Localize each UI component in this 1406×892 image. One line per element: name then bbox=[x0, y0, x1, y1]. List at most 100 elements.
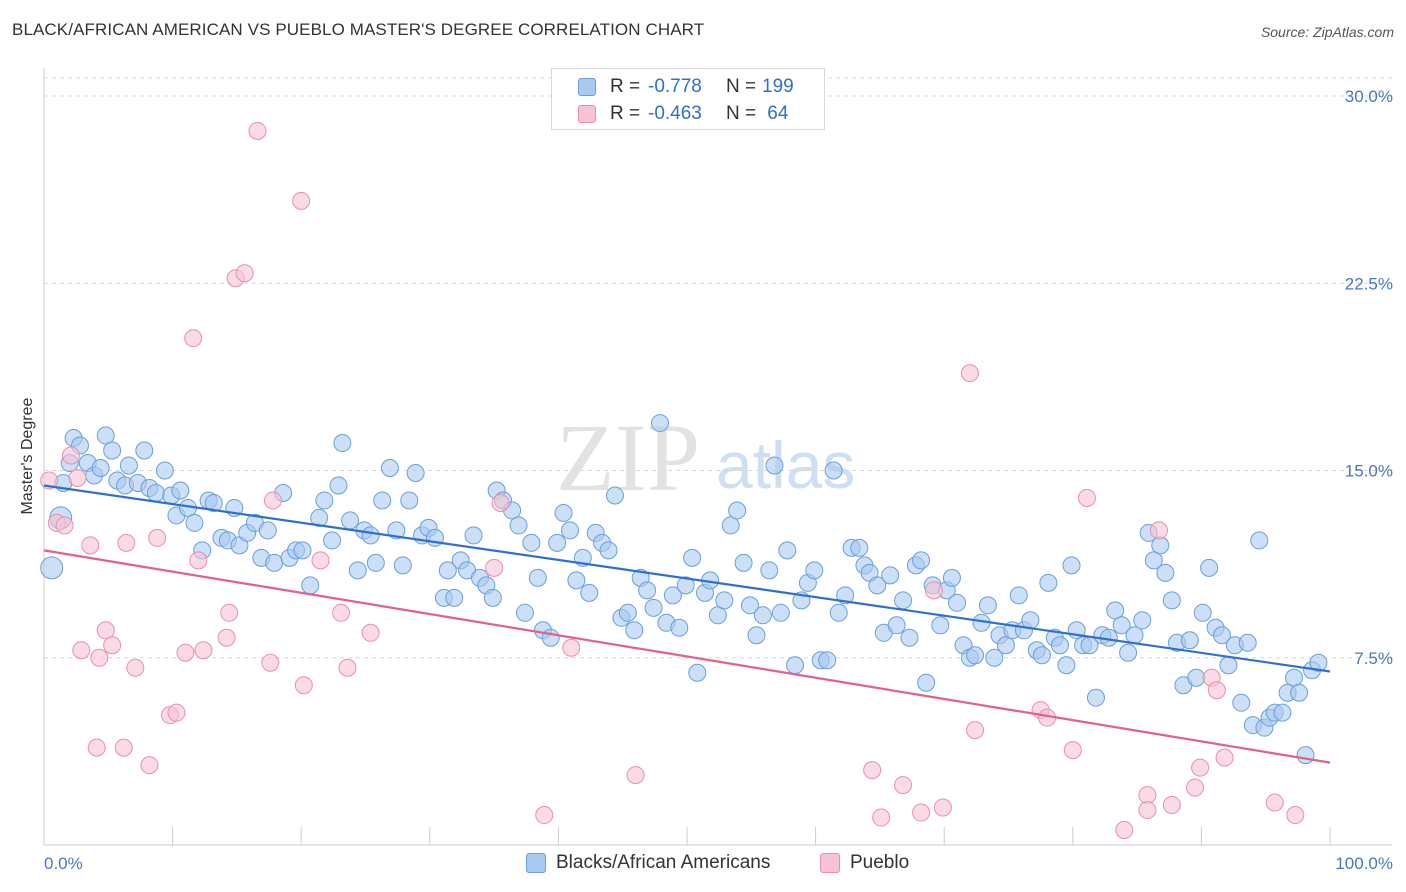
data-point-blacks bbox=[96, 426, 115, 445]
data-point-blacks bbox=[1151, 536, 1170, 555]
data-point-blacks bbox=[119, 456, 138, 475]
data-point-blacks bbox=[978, 596, 997, 615]
data-point-blacks bbox=[734, 553, 753, 572]
bottom-legend-swatch-blue bbox=[526, 853, 546, 873]
data-point-blacks bbox=[366, 553, 385, 572]
data-point-blacks bbox=[676, 576, 695, 595]
data-point-blacks bbox=[1250, 531, 1269, 550]
legend-row-blacks: R = -0.778 N = 199 bbox=[578, 75, 794, 99]
data-point-pueblo bbox=[1191, 758, 1210, 777]
data-point-pueblo bbox=[248, 121, 267, 140]
data-point-pueblo bbox=[912, 803, 931, 822]
data-point-pueblo bbox=[966, 721, 985, 740]
legend-swatch-blue bbox=[578, 78, 596, 96]
data-point-blacks bbox=[836, 586, 855, 605]
data-point-pueblo bbox=[167, 703, 186, 722]
x-ticks bbox=[172, 827, 1331, 845]
chart-title: BLACK/AFRICAN AMERICAN VS PUEBLO MASTER'… bbox=[12, 20, 705, 39]
data-point-blacks bbox=[1057, 656, 1076, 675]
series-pueblo bbox=[40, 121, 1305, 840]
data-point-blacks bbox=[560, 521, 579, 540]
legend-r-label: R = bbox=[610, 76, 641, 97]
data-point-pueblo bbox=[292, 191, 311, 210]
data-point-pueblo bbox=[872, 808, 891, 827]
data-point-pueblo bbox=[235, 264, 254, 283]
data-point-blacks bbox=[483, 588, 502, 607]
data-point-blacks bbox=[1112, 616, 1131, 635]
data-point-blacks bbox=[948, 593, 967, 612]
data-point-blacks bbox=[650, 414, 669, 433]
x-tick-label-min: 0.0% bbox=[44, 854, 83, 873]
data-point-blacks bbox=[1039, 573, 1058, 592]
data-point-pueblo bbox=[1265, 793, 1284, 812]
data-point-blacks bbox=[1219, 656, 1238, 675]
data-point-pueblo bbox=[217, 628, 236, 647]
data-point-blacks bbox=[373, 491, 392, 510]
data-point-blacks bbox=[580, 583, 599, 602]
data-point-blacks bbox=[1238, 633, 1257, 652]
data-point-pueblo bbox=[117, 533, 136, 552]
data-point-blacks bbox=[135, 441, 154, 460]
data-point-blacks bbox=[765, 456, 784, 475]
data-point-pueblo bbox=[924, 581, 943, 600]
data-point-blacks bbox=[40, 556, 64, 580]
data-point-blacks bbox=[171, 481, 190, 500]
data-point-blacks bbox=[805, 561, 824, 580]
data-point-blacks bbox=[985, 648, 1004, 667]
data-point-blacks bbox=[1309, 653, 1328, 672]
data-point-pueblo bbox=[176, 643, 195, 662]
data-point-blacks bbox=[1086, 688, 1105, 707]
data-point-blacks bbox=[1106, 601, 1125, 620]
chart-source: Source: ZipAtlas.com bbox=[1260, 24, 1394, 40]
data-point-pueblo bbox=[1207, 681, 1226, 700]
data-point-blacks bbox=[258, 521, 277, 540]
data-point-pueblo bbox=[960, 364, 979, 383]
legend-n-value: 199 bbox=[762, 76, 794, 97]
data-point-pueblo bbox=[1162, 796, 1181, 815]
data-point-blacks bbox=[301, 576, 320, 595]
data-point-blacks bbox=[1144, 551, 1163, 570]
data-point-pueblo bbox=[1149, 521, 1168, 540]
data-point-blacks bbox=[1009, 586, 1028, 605]
data-point-blacks bbox=[464, 526, 483, 545]
bottom-legend-blacks[interactable]: Blacks/African Americans bbox=[526, 852, 770, 874]
data-point-blacks bbox=[1200, 558, 1219, 577]
data-point-pueblo bbox=[1138, 801, 1157, 820]
y-tick-label: 22.5% bbox=[1345, 274, 1393, 293]
data-point-pueblo bbox=[491, 493, 510, 512]
data-point-pueblo bbox=[81, 536, 100, 555]
data-point-blacks bbox=[605, 486, 624, 505]
data-point-blacks bbox=[996, 636, 1015, 655]
data-point-pueblo bbox=[103, 636, 122, 655]
data-point-blacks bbox=[850, 538, 869, 557]
data-point-blacks bbox=[406, 463, 425, 482]
bottom-legend: Blacks/African Americans Pueblo bbox=[0, 852, 1406, 876]
data-point-pueblo bbox=[263, 491, 282, 510]
data-point-blacks bbox=[771, 603, 790, 622]
data-point-blacks bbox=[310, 508, 329, 527]
data-point-pueblo bbox=[189, 551, 208, 570]
data-point-pueblo bbox=[933, 798, 952, 817]
trend-line-pueblo bbox=[43, 549, 1331, 764]
data-point-pueblo bbox=[535, 806, 554, 825]
data-point-pueblo bbox=[90, 648, 109, 667]
data-point-blacks bbox=[567, 571, 586, 590]
watermark: ZIP atlas bbox=[556, 404, 855, 511]
data-point-blacks bbox=[293, 541, 312, 560]
data-point-pueblo bbox=[62, 446, 81, 465]
data-point-blacks bbox=[265, 553, 284, 572]
legend-box: R = -0.778 N = 199 R = -0.463 N = 64 bbox=[551, 68, 825, 130]
data-point-pueblo bbox=[261, 653, 280, 672]
data-point-blacks bbox=[599, 541, 618, 560]
data-point-blacks bbox=[103, 441, 122, 460]
data-point-blacks bbox=[341, 511, 360, 530]
legend-r-value: -0.463 bbox=[648, 103, 702, 124]
bottom-legend-pueblo[interactable]: Pueblo bbox=[820, 852, 909, 874]
data-point-pueblo bbox=[55, 516, 74, 535]
data-point-pueblo bbox=[68, 468, 87, 487]
data-point-blacks bbox=[625, 621, 644, 640]
data-point-blacks bbox=[554, 503, 573, 522]
data-point-blacks bbox=[670, 618, 689, 637]
data-point-pueblo bbox=[894, 776, 913, 795]
